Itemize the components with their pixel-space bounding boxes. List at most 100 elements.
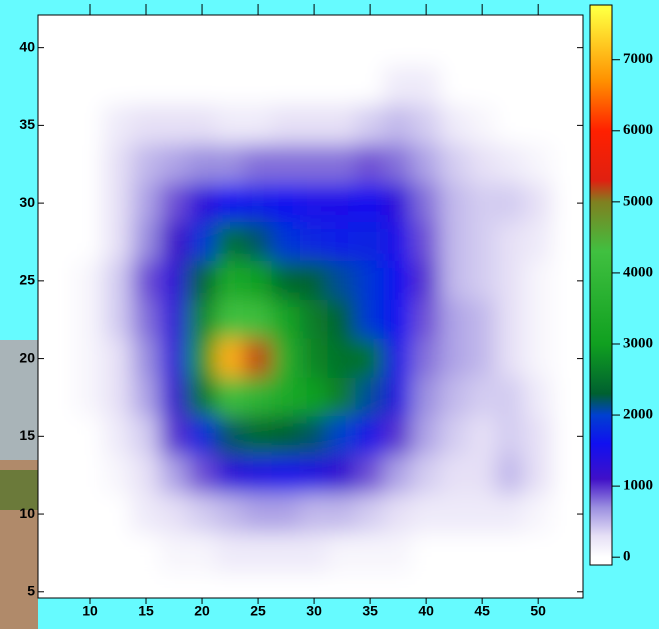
heat-cell xyxy=(300,144,329,184)
heat-cell xyxy=(412,300,441,340)
heat-cell xyxy=(328,105,357,145)
heat-cell xyxy=(160,455,189,495)
heat-cell xyxy=(328,339,357,379)
heat-cell xyxy=(216,222,245,262)
heat-cell xyxy=(300,494,329,534)
heat-cell xyxy=(412,144,441,184)
heat-cell xyxy=(356,261,385,301)
heat-cell xyxy=(75,222,104,262)
heat-cell xyxy=(216,494,245,534)
heat-cell xyxy=(75,494,104,534)
heat-cell xyxy=(272,416,301,456)
heat-cell xyxy=(160,144,189,184)
heat-cell xyxy=(328,416,357,456)
heat-cell xyxy=(496,222,525,262)
heat-cell xyxy=(300,533,329,573)
heat-cell xyxy=(524,300,553,340)
heat-cell xyxy=(328,144,357,184)
heat-cell xyxy=(75,28,104,68)
heat-cell xyxy=(103,67,132,107)
heat-cell xyxy=(300,183,329,223)
heat-cell xyxy=(132,533,161,573)
heat-cell xyxy=(384,300,413,340)
heat-cell xyxy=(328,67,357,107)
x-tick-label: 45 xyxy=(474,603,490,619)
heat-cell xyxy=(328,183,357,223)
heat-cell xyxy=(132,378,161,418)
heat-cell xyxy=(244,28,273,68)
heat-cell xyxy=(132,261,161,301)
heat-cell xyxy=(160,339,189,379)
heat-cell xyxy=(412,455,441,495)
colorbar-tick-label: 3000 xyxy=(623,335,653,351)
heat-cell xyxy=(132,183,161,223)
heat-cell xyxy=(328,494,357,534)
heat-cell xyxy=(468,533,497,573)
heat-cell xyxy=(468,378,497,418)
x-tick-label: 40 xyxy=(418,603,434,619)
heat-cell xyxy=(244,300,273,340)
x-tick-label: 10 xyxy=(82,603,98,619)
heat-cell xyxy=(300,339,329,379)
heat-cell xyxy=(356,222,385,262)
heat-cell xyxy=(384,144,413,184)
colorbar xyxy=(590,5,612,565)
heat-cell xyxy=(300,416,329,456)
x-tick-label: 35 xyxy=(362,603,378,619)
heat-cell xyxy=(384,494,413,534)
heat-cell xyxy=(440,67,469,107)
heat-cell xyxy=(132,105,161,145)
heat-cell xyxy=(300,378,329,418)
heat-cell xyxy=(440,261,469,301)
heat-cell xyxy=(384,455,413,495)
chart: 1015202530354045505101520253035400100020… xyxy=(0,0,659,629)
heat-cell xyxy=(188,533,217,573)
heat-cell xyxy=(103,28,132,68)
x-tick-label: 30 xyxy=(306,603,322,619)
heat-cell xyxy=(103,261,132,301)
heat-cell xyxy=(244,183,273,223)
heat-cell xyxy=(524,455,553,495)
heat-cell xyxy=(160,28,189,68)
heat-cell xyxy=(412,28,441,68)
heat-cell xyxy=(300,67,329,107)
heat-cell xyxy=(300,28,329,68)
heat-cell xyxy=(328,28,357,68)
heat-cell xyxy=(75,67,104,107)
y-tick-label: 30 xyxy=(19,194,35,210)
colorbar-tick-label: 6000 xyxy=(623,122,653,138)
heat-cell xyxy=(412,533,441,573)
heat-cell xyxy=(440,144,469,184)
heat-cell xyxy=(300,455,329,495)
heat-cell xyxy=(328,533,357,573)
heat-cell xyxy=(552,494,581,534)
heat-cell xyxy=(244,494,273,534)
heat-cell xyxy=(244,416,273,456)
heat-cell xyxy=(103,105,132,145)
heat-cell xyxy=(244,105,273,145)
heat-cell xyxy=(216,67,245,107)
heat-cell xyxy=(216,105,245,145)
heat-cell xyxy=(188,416,217,456)
heat-cell xyxy=(188,222,217,262)
heat-cell xyxy=(272,261,301,301)
heat-cell xyxy=(384,339,413,379)
heat-cell xyxy=(103,416,132,456)
heat-cell xyxy=(300,300,329,340)
heat-cell xyxy=(103,533,132,573)
heat-cell xyxy=(552,222,581,262)
heat-cell xyxy=(132,339,161,379)
heat-cell xyxy=(216,261,245,301)
heat-cell xyxy=(328,300,357,340)
heat-cell xyxy=(468,67,497,107)
heat-cell xyxy=(160,183,189,223)
heat-cell xyxy=(75,416,104,456)
heat-cell xyxy=(328,455,357,495)
colorbar-tick-label: 4000 xyxy=(623,264,653,280)
heat-cell xyxy=(356,67,385,107)
heat-cell xyxy=(412,183,441,223)
heat-cell xyxy=(75,183,104,223)
heat-cell xyxy=(496,67,525,107)
y-tick-label: 10 xyxy=(19,505,35,521)
heat-cell xyxy=(384,261,413,301)
